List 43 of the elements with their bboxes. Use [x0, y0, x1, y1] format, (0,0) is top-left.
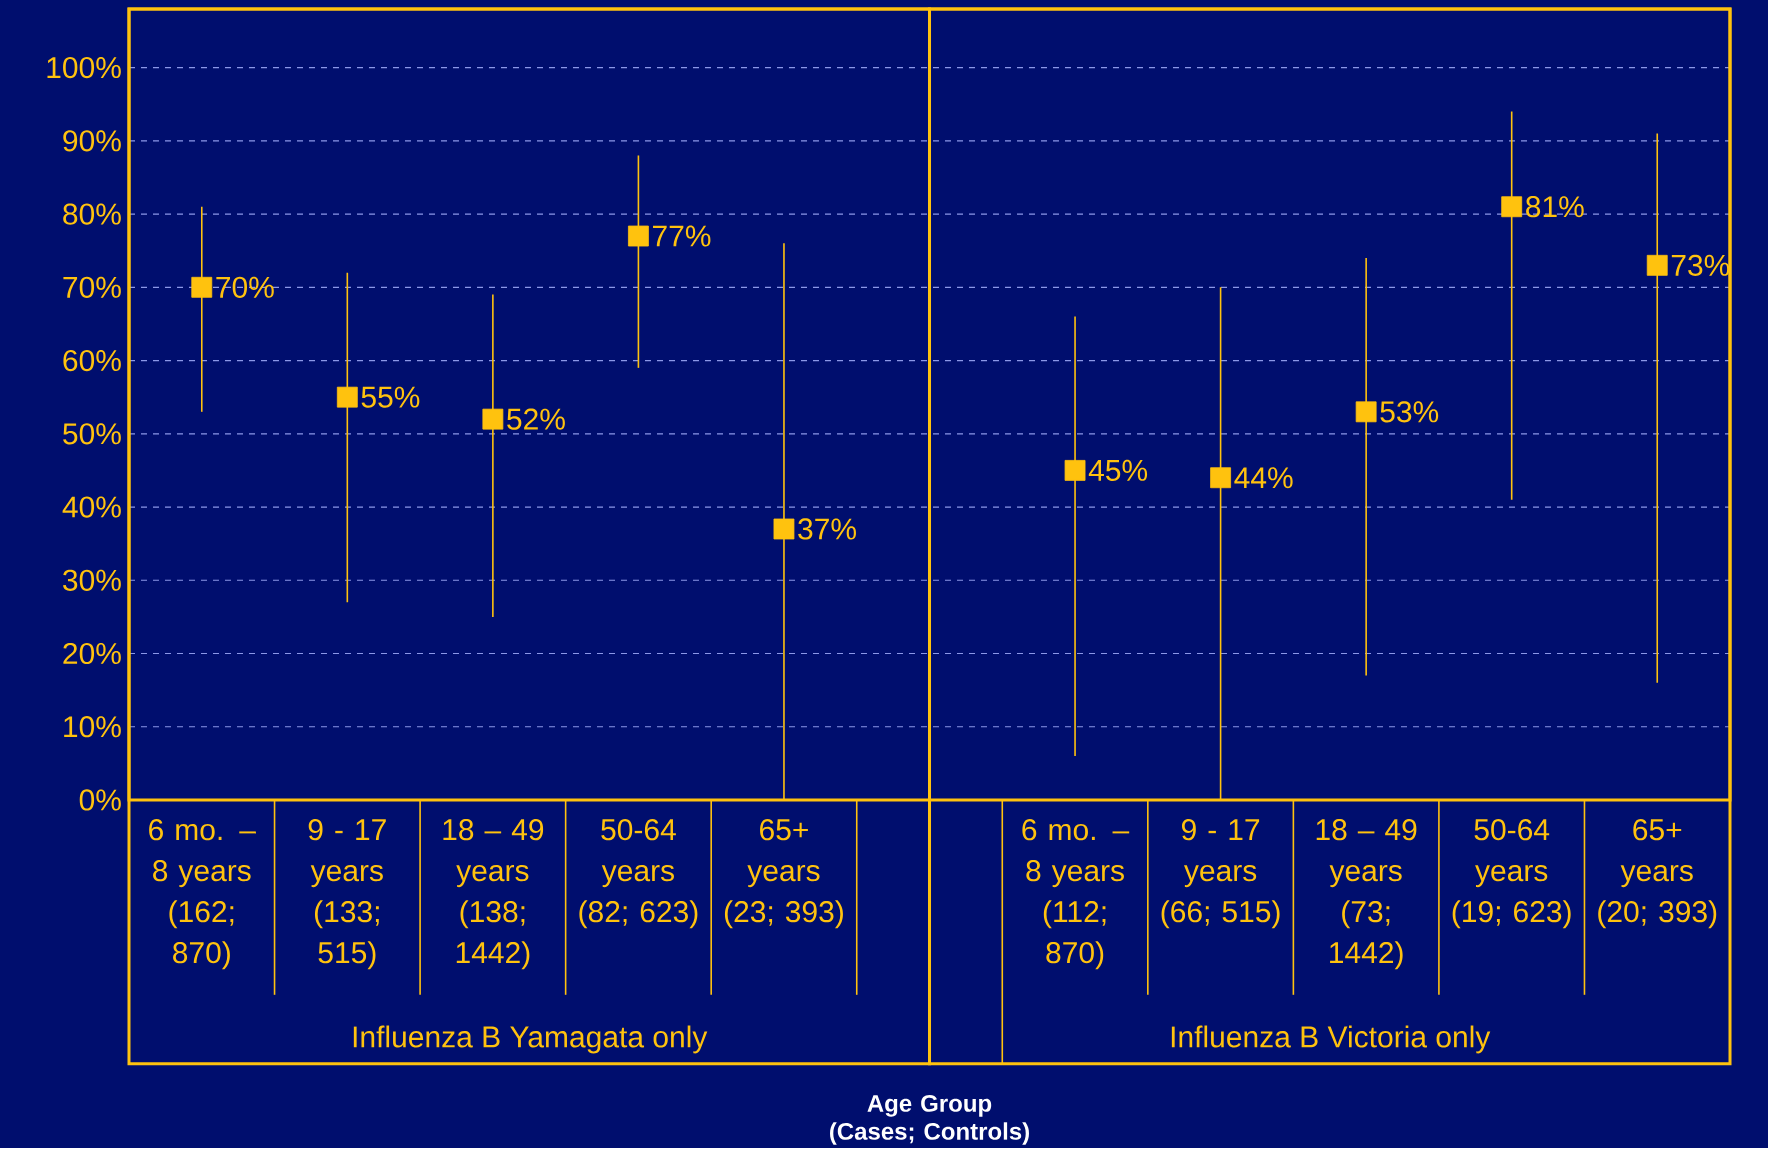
x-tick-label: 9 - 17 years (66; 515) — [1161, 818, 1280, 929]
point — [1501, 196, 1523, 217]
x-tick-label: 65+ years (23; 393) — [724, 818, 843, 929]
y-tick-label: 20% — [63, 642, 121, 664]
x-tick-label: 18 – 49 years (138; 1442) — [443, 818, 544, 970]
x-tick-label: 18 – 49 years (73; 1442) — [1316, 818, 1417, 970]
point — [773, 518, 795, 540]
x-tick-label: 6 mo. – 8 years (112; 870) — [1022, 818, 1130, 970]
data-label: 37% — [798, 518, 856, 540]
point — [1646, 254, 1668, 276]
x-tick-label: 65+ years (20; 393) — [1598, 818, 1717, 929]
x-tick-label: 9 - 17 years (133; 515) — [308, 818, 386, 970]
y-tick-label: 60% — [63, 349, 121, 372]
point — [336, 386, 358, 408]
data-label: 77% — [653, 225, 711, 247]
x-tick-label: 50-64 years (82; 623) — [579, 818, 698, 929]
data-label: 45% — [1088, 459, 1148, 481]
point — [1064, 459, 1086, 481]
y-tick-label: 30% — [63, 569, 121, 591]
x-tick-label: 50-64 years (19; 623) — [1452, 818, 1571, 929]
point — [191, 276, 213, 298]
data-label: 70% — [216, 276, 274, 298]
y-tick-label: 0% — [79, 789, 121, 811]
y-tick-label: 70% — [63, 276, 121, 298]
text: Influenza B Victoria only — [1171, 1025, 1491, 1054]
text: Age Group (Cases; Controls) — [830, 1094, 1029, 1145]
data-label: 81% — [1526, 195, 1584, 218]
point — [1355, 401, 1377, 423]
y-tick-label: 50% — [63, 423, 121, 445]
x-tick-label: 6 mo. – 8 years (162; 870) — [149, 818, 256, 970]
point — [482, 408, 504, 430]
data-label: 52% — [507, 408, 565, 430]
data-label: 55% — [361, 386, 420, 408]
text: Influenza B Yamagata only — [353, 1025, 708, 1054]
y-tick-label: 40% — [62, 496, 121, 518]
data-label: 53% — [1380, 401, 1439, 423]
data-label: 44% — [1234, 467, 1293, 489]
point — [1210, 467, 1231, 488]
y-tick-label: 100% — [47, 56, 121, 79]
y-tick-label: 80% — [63, 203, 121, 225]
y-tick-label: 10% — [64, 715, 121, 738]
point — [628, 225, 649, 247]
y-tick-label: 90% — [63, 130, 121, 152]
